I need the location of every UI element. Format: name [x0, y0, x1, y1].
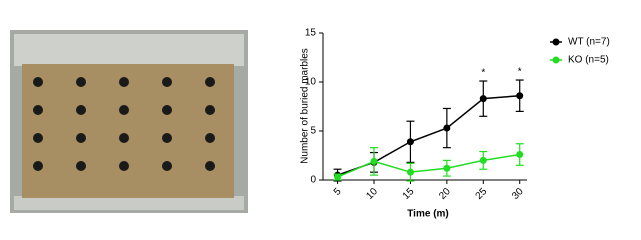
marble	[119, 133, 129, 143]
x-tick-label: 20	[437, 186, 453, 202]
marble	[162, 133, 172, 143]
x-tick-label: 30	[510, 186, 526, 202]
figure: Number of buried marbles Time (m) 0 5 10 15…	[10, 28, 610, 220]
y-tick-label: 0	[310, 175, 316, 186]
bedding	[22, 64, 234, 198]
marble	[76, 105, 86, 115]
marble	[205, 133, 215, 143]
legend-marker	[552, 38, 560, 46]
marble	[162, 77, 172, 87]
data-point	[479, 95, 487, 103]
legend-marker	[552, 56, 560, 64]
marble	[162, 105, 172, 115]
marble	[76, 77, 86, 87]
x-tick-label: 10	[364, 186, 380, 202]
cage-wall	[14, 196, 244, 210]
y-tick-label: 10	[305, 77, 317, 88]
marble	[205, 105, 215, 115]
data-point	[516, 92, 524, 100]
series-line	[337, 153, 520, 178]
annotation: *	[518, 67, 522, 78]
x-axis-label: Time (m)	[407, 209, 449, 220]
cage-photo	[10, 30, 248, 213]
legend-label: WT (n=7)	[568, 37, 610, 48]
data-point	[370, 157, 378, 165]
marble	[119, 77, 129, 87]
data-point	[334, 173, 342, 181]
data-point	[516, 151, 524, 159]
marble	[76, 133, 86, 143]
marble	[119, 105, 129, 115]
marble	[205, 77, 215, 87]
data-point	[479, 156, 487, 164]
y-tick-label: 5	[310, 126, 316, 137]
x-tick-label: 15	[401, 186, 417, 202]
marble	[33, 133, 43, 143]
marble	[205, 161, 215, 171]
x-tick-label: 5	[332, 186, 344, 198]
data-point	[443, 164, 451, 172]
y-axis-label: Number of buried marbles	[300, 48, 311, 164]
legend-label: KO (n=5)	[568, 55, 609, 66]
data-point	[443, 124, 451, 132]
marble	[119, 161, 129, 171]
series-line	[337, 94, 520, 176]
marble	[162, 161, 172, 171]
marble	[33, 77, 43, 87]
data-point	[406, 138, 414, 146]
x-tick-label: 25	[474, 186, 490, 202]
marble	[76, 161, 86, 171]
y-tick-label: 15	[305, 28, 317, 39]
annotation: *	[481, 68, 485, 79]
marble	[33, 105, 43, 115]
marbles	[33, 77, 215, 171]
cage-wall	[14, 34, 244, 66]
marble	[33, 161, 43, 171]
data-point	[406, 168, 414, 176]
